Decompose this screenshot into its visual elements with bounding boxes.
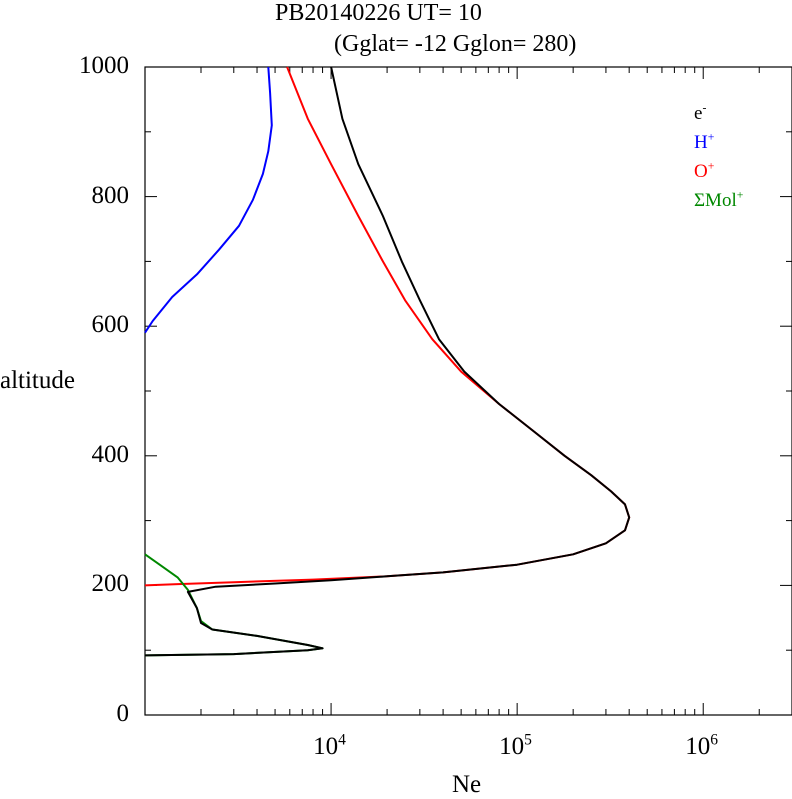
x-axis-label: Ne	[452, 771, 482, 798]
chart-title-line1: PB20140226 UT= 10	[275, 0, 482, 26]
x-tick-label: 104	[313, 731, 346, 760]
y-tick-label: 600	[91, 311, 130, 339]
y-tick-label: 1000	[79, 52, 129, 79]
series-line-1	[144, 66, 273, 334]
x-ticks	[144, 67, 792, 715]
y-tick-label: 400	[91, 440, 130, 468]
y-axis-label: altitude	[0, 367, 75, 394]
series-line-3	[144, 66, 631, 657]
legend-item: O+	[694, 159, 715, 182]
series-line-0	[144, 66, 631, 587]
legend-item: H+	[694, 130, 715, 153]
y-tick-label: 0	[116, 700, 130, 727]
legend-item: ΣMol+	[694, 188, 744, 211]
y-tick-label: 200	[91, 570, 130, 598]
y-tick-label: 800	[91, 181, 130, 209]
chart-title-line2: (Gglat= -12 Gglon= 280)	[334, 31, 577, 57]
x-tick-label: 106	[685, 731, 718, 760]
x-tick-label: 105	[499, 731, 532, 760]
series-line-2	[144, 553, 324, 657]
data-curves	[144, 66, 631, 657]
legend-item: e-	[694, 101, 707, 124]
